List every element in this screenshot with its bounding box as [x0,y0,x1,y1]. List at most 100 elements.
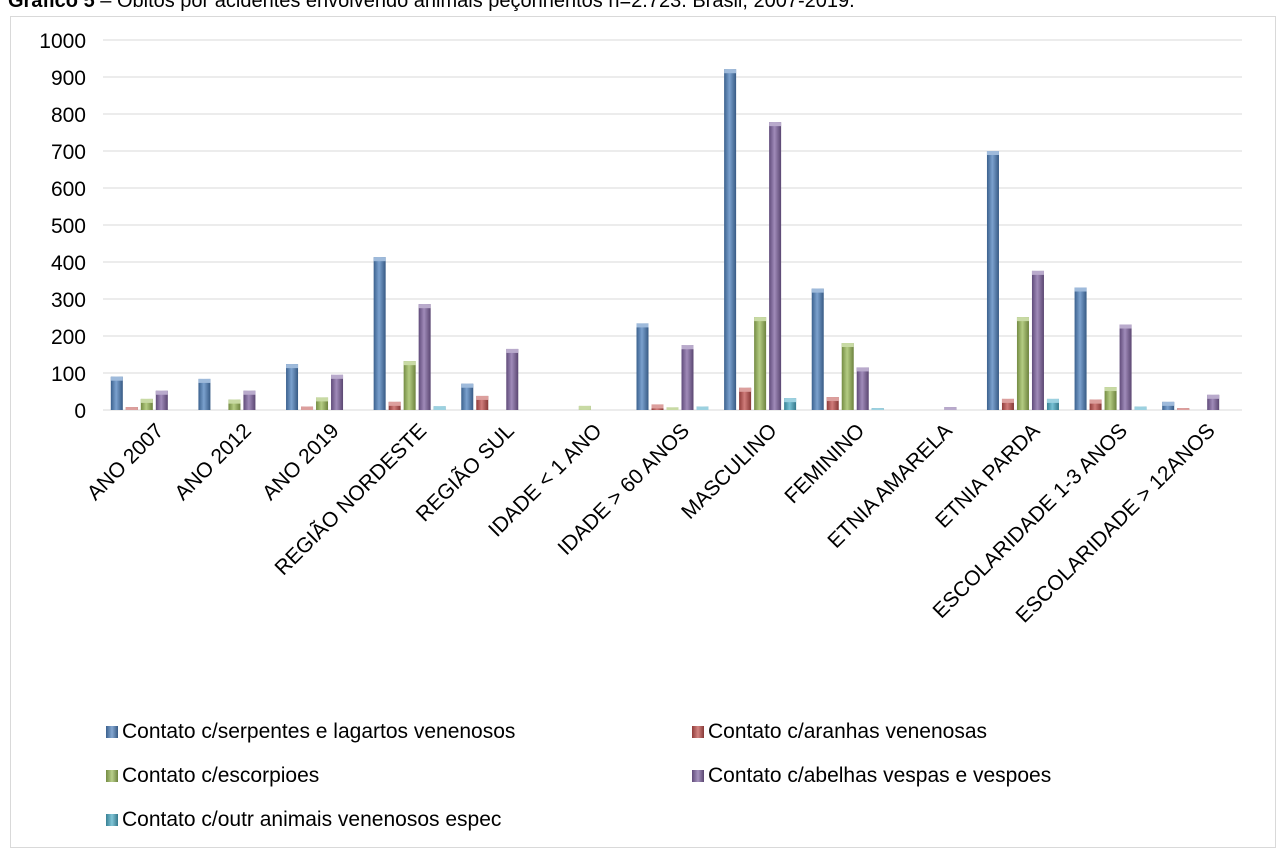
bar-cap [1016,317,1029,322]
bar [1119,324,1132,410]
bar-cap [1119,324,1132,329]
bar-cap [651,404,664,409]
legend-swatch [106,726,118,738]
bar-cap [316,397,329,402]
legend-swatch [692,726,704,738]
bar-cap [140,398,153,403]
caption-label: Gráfico 5 [8,0,95,12]
bar [403,361,416,410]
bar-cap [681,345,694,350]
x-tick-label: ANO 2007 [83,419,169,505]
bar-cap [944,407,957,410]
bar-cap [666,407,679,410]
bar [418,304,431,410]
bar-cap [418,304,431,309]
bar-cap [198,378,211,383]
bar-cap [784,398,797,403]
legend-label: Contato c/serpentes e lagartos venenosos [122,720,516,743]
bar [1074,287,1087,410]
x-tick-label: ANO 2012 [170,419,256,505]
bar [331,374,344,410]
bar [373,257,386,410]
bar-cap [301,406,314,410]
bar [506,348,519,410]
bar-cap [1074,287,1087,292]
bar [1104,387,1117,410]
bar-cap [856,367,869,372]
caption-text: – Óbitos por acidentes envolvendo animai… [94,0,855,12]
legend-label: Contato c/abelhas vespas e vespoes [708,764,1052,787]
bar-cap [1046,398,1059,403]
y-tick-label: 600 [51,178,86,201]
bar-cap [754,317,767,322]
bar-cap [476,395,489,400]
bar-cap [1001,398,1014,403]
bar [286,364,299,410]
y-tick-label: 700 [51,141,86,164]
bar-cap [155,390,168,395]
bar-cap [986,151,999,155]
bar [110,376,123,410]
bar [1031,270,1044,410]
bar [754,317,767,410]
bar [856,367,869,410]
legend-item: Contato c/aranhas venenosas [692,720,987,744]
bar [388,401,401,410]
bar [841,343,854,410]
bar [198,378,211,410]
bar [769,122,782,410]
bar-cap [286,364,299,369]
bar-cap [871,408,884,410]
legend-item: Contato c/abelhas vespas e vespoes [692,764,1051,788]
legend-swatch [106,770,118,782]
chart-frame [10,16,1276,848]
bar-cap [1104,387,1117,392]
bar [1162,401,1175,410]
y-tick-label: 1000 [39,30,86,53]
bar [739,387,752,410]
bar-cap [578,405,591,410]
y-tick-label: 200 [51,326,86,349]
bar-cap [373,257,386,262]
bar [155,390,168,410]
bar-cap [228,399,241,404]
bar [724,69,737,410]
bar-cap [403,361,416,366]
bar-cap [696,406,709,410]
bar-cap [1177,408,1190,410]
bar-cap [1134,406,1147,410]
legend-label: Contato c/escorpioes [122,764,320,787]
legend-label: Contato c/aranhas venenosas [708,720,988,743]
bar-cap [125,407,138,410]
legend-item: Contato c/outr animais venenosos espec [106,808,501,832]
bar-cap [331,374,344,379]
bars [110,69,1220,410]
bar-cap [433,406,446,410]
legend-item: Contato c/escorpioes [106,764,319,788]
bar-cap [739,387,752,392]
bar-cap [826,397,839,402]
bar-cap [841,343,854,348]
legend-swatch [106,814,118,826]
bar [1089,399,1102,410]
bar [1001,398,1014,410]
bar [986,151,999,410]
bar [681,345,694,410]
bar-cap [110,376,123,381]
bar-cap [811,288,824,293]
bar [228,399,241,410]
bar-cap [388,401,401,406]
y-tick-label: 100 [51,363,86,386]
legend-label: Contato c/outr animais venenosos espec [122,808,502,831]
legend-swatch [692,770,704,782]
bar-cap [1162,401,1175,406]
bar-cap [636,323,649,328]
bar [243,390,256,410]
bar-cap [1031,270,1044,275]
bar [811,288,824,410]
bar-cap [461,383,474,388]
bar-cap [1089,399,1102,404]
bar [784,398,797,410]
bar [1046,398,1059,410]
